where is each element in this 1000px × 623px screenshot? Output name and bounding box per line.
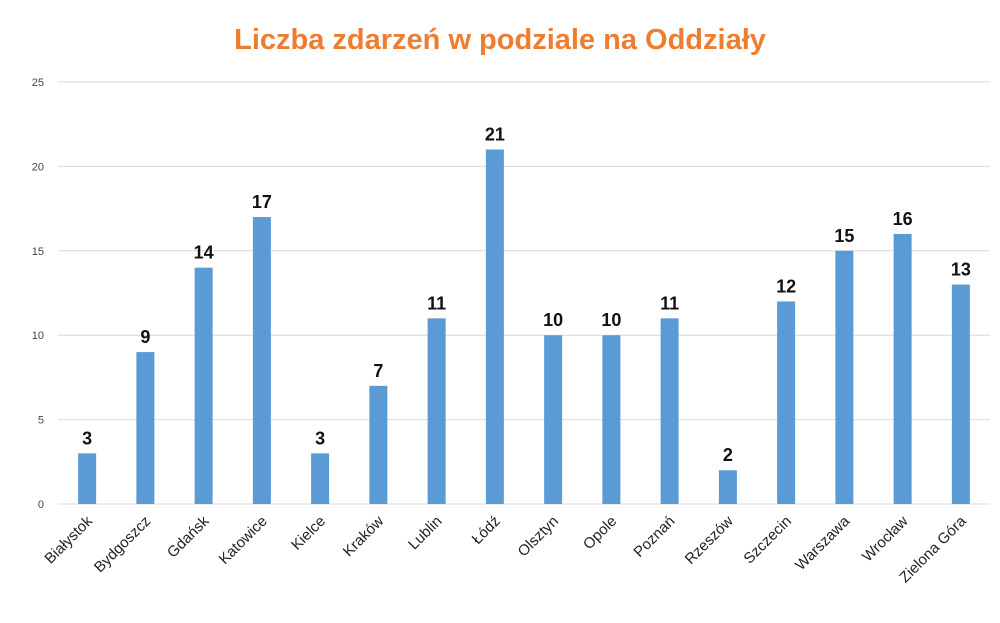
x-tick-label: Rzeszów (682, 513, 737, 568)
bar (194, 267, 213, 504)
chart-title: Liczba zdarzeń w podziale na Oddziały (234, 24, 766, 56)
bar (485, 149, 504, 504)
data-label: 3 (82, 428, 92, 448)
bar (602, 335, 621, 504)
x-tick-label: Katowice (216, 513, 271, 568)
data-label: 9 (140, 327, 150, 347)
bar (369, 385, 388, 504)
data-label: 10 (543, 310, 563, 330)
bar (136, 352, 155, 504)
y-tick-label: 20 (32, 161, 44, 173)
data-label: 11 (660, 293, 679, 313)
x-tick-label: Białystok (41, 512, 96, 567)
bar (544, 335, 563, 504)
data-label: 10 (601, 310, 621, 330)
x-tick-label: Lublin (405, 513, 445, 553)
data-label: 16 (893, 209, 913, 229)
data-label: 2 (723, 445, 733, 465)
bar (311, 453, 330, 504)
bar (893, 233, 912, 505)
bar (777, 301, 796, 504)
data-label: 11 (427, 293, 446, 313)
x-tick-label: Gdańsk (164, 512, 213, 561)
data-label: 7 (373, 361, 383, 381)
data-label: 17 (252, 192, 272, 212)
x-tick-label: Olsztyn (515, 513, 562, 560)
x-tick-label: Wrocław (859, 513, 912, 566)
x-tick-label: Kraków (340, 513, 388, 561)
x-tick-label: Bydgoszcz (91, 513, 154, 576)
x-tick-label: Łódź (469, 513, 504, 548)
bar (78, 453, 97, 504)
y-tick-label: 25 (32, 77, 44, 89)
y-tick-label: 5 (38, 415, 44, 427)
x-tick-label: Warszawa (792, 512, 854, 574)
bar (718, 470, 737, 504)
bar (427, 318, 446, 504)
bar (951, 284, 970, 504)
x-tick-label: Kielce (288, 513, 329, 554)
x-tick-label: Opole (580, 513, 620, 553)
bar (835, 250, 854, 504)
bar (252, 217, 271, 505)
data-label: 13 (951, 260, 971, 280)
y-tick-label: 0 (38, 499, 44, 511)
data-label: 21 (485, 125, 505, 145)
x-tick-label: Szczecin (740, 513, 794, 567)
x-tick-label: Poznań (630, 513, 678, 561)
data-label: 12 (776, 276, 796, 296)
y-tick-label: 15 (32, 246, 44, 258)
data-label: 14 (194, 243, 214, 263)
data-label: 15 (834, 226, 854, 246)
bar (660, 318, 679, 504)
data-label: 3 (315, 428, 325, 448)
y-tick-label: 10 (32, 330, 44, 342)
